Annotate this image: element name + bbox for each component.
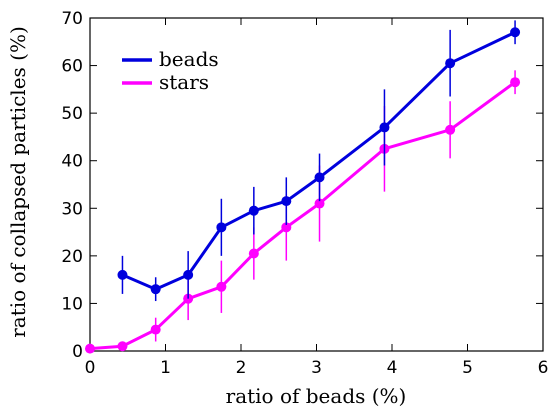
data-point-beads	[248, 205, 259, 216]
x-axis-label: ratio of beads (%)	[226, 384, 407, 408]
x-tick-label: 3	[311, 358, 322, 378]
data-point-beads	[117, 269, 128, 280]
data-point-beads	[445, 58, 456, 69]
data-point-stars	[281, 222, 292, 233]
series-stars	[85, 70, 521, 354]
x-tick-label: 5	[462, 358, 473, 378]
y-tick-label: 60	[61, 57, 83, 77]
legend-label-stars: stars	[159, 70, 209, 94]
data-point-stars	[216, 281, 227, 292]
series-line-beads	[121, 30, 516, 291]
plot-area	[89, 17, 544, 352]
data-point-stars	[248, 248, 259, 259]
y-axis: 0 10 20 30 40 50 60 70	[61, 9, 543, 362]
data-point-stars	[445, 124, 456, 135]
data-point-beads	[379, 122, 390, 133]
x-axis: 0 1 2 3 4 5 6	[85, 18, 549, 378]
plot-frame	[89, 17, 544, 352]
data-point-beads	[510, 27, 521, 38]
data-point-beads	[281, 196, 292, 207]
y-tick-label: 50	[61, 104, 83, 124]
data-point-stars	[85, 343, 95, 354]
x-tick-label: 2	[236, 358, 247, 378]
y-tick-label: 30	[61, 199, 83, 219]
x-tick-label: 4	[387, 358, 398, 378]
x-tick-label: 1	[160, 358, 171, 378]
data-point-stars	[150, 324, 161, 335]
y-tick-label: 0	[72, 342, 83, 362]
x-tick-label: 0	[85, 358, 96, 378]
y-tick-label: 20	[61, 247, 83, 267]
data-point-stars	[314, 198, 325, 209]
series-beads	[117, 20, 521, 302]
legend-label-beads: beads	[159, 47, 219, 71]
y-tick-label: 10	[61, 294, 83, 314]
series-line-stars	[89, 80, 516, 351]
data-point-stars	[510, 77, 521, 88]
data-point-stars	[117, 341, 128, 352]
data-point-beads	[183, 269, 194, 280]
y-axis-label: ratio of collapsed particles (%)	[6, 26, 30, 338]
data-point-beads	[150, 284, 161, 295]
x-tick-label: 6	[538, 358, 549, 378]
y-tick-label: 40	[61, 152, 83, 172]
series-layer	[85, 20, 521, 354]
y-tick-label: 70	[61, 9, 83, 29]
data-point-beads	[216, 222, 227, 233]
data-point-beads	[314, 172, 325, 183]
